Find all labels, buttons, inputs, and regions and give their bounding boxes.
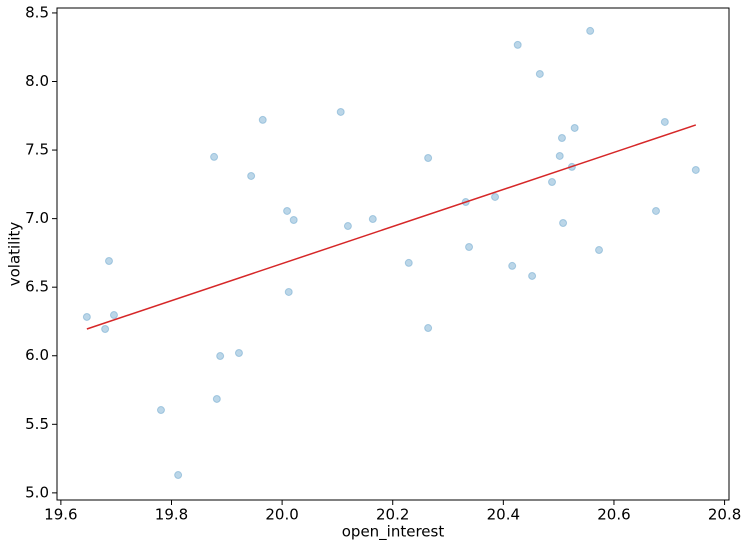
point bbox=[491, 192, 500, 201]
point bbox=[258, 115, 267, 124]
point bbox=[528, 271, 537, 280]
point bbox=[535, 69, 544, 78]
y-tick-label: 7.0 bbox=[25, 209, 49, 227]
point bbox=[336, 107, 345, 116]
point bbox=[156, 406, 165, 415]
point bbox=[424, 154, 433, 163]
point bbox=[651, 206, 660, 215]
point bbox=[212, 394, 221, 403]
point bbox=[216, 352, 225, 361]
point bbox=[465, 243, 474, 252]
x-tick-label: 19.6 bbox=[44, 506, 77, 524]
regression-line bbox=[86, 124, 697, 330]
point bbox=[424, 324, 433, 333]
plot-frame bbox=[56, 7, 730, 501]
point bbox=[289, 215, 298, 224]
point bbox=[210, 152, 219, 161]
y-tick-label: 6.0 bbox=[25, 346, 49, 364]
point bbox=[508, 261, 517, 270]
point bbox=[595, 246, 604, 255]
point bbox=[284, 287, 293, 296]
x-tick-label: 20.6 bbox=[597, 506, 630, 524]
point bbox=[104, 256, 113, 265]
point bbox=[283, 206, 292, 215]
y-tick-label: 8.5 bbox=[25, 3, 49, 21]
point bbox=[234, 349, 243, 358]
y-tick-label: 7.5 bbox=[25, 141, 49, 159]
point bbox=[555, 151, 564, 160]
x-tick-label: 20.2 bbox=[376, 506, 409, 524]
x-tick-label: 20.0 bbox=[265, 506, 298, 524]
x-tick-label: 20.8 bbox=[708, 506, 741, 524]
point bbox=[586, 26, 595, 35]
point bbox=[343, 222, 352, 231]
point bbox=[101, 325, 110, 334]
point bbox=[660, 117, 669, 126]
x-tick-label: 20.4 bbox=[487, 506, 520, 524]
point bbox=[548, 178, 557, 187]
point bbox=[368, 215, 377, 224]
point bbox=[174, 471, 183, 480]
point bbox=[513, 40, 522, 49]
point bbox=[404, 258, 413, 267]
y-tick-label: 6.5 bbox=[25, 278, 49, 296]
point bbox=[247, 171, 256, 180]
x-axis-label: open_interest bbox=[342, 523, 445, 542]
y-axis-label: volatility bbox=[6, 222, 24, 287]
point bbox=[557, 133, 566, 142]
y-tick-label: 5.5 bbox=[25, 415, 49, 433]
point bbox=[109, 311, 118, 320]
point bbox=[82, 312, 91, 321]
point bbox=[691, 165, 700, 174]
x-tick-label: 19.8 bbox=[155, 506, 188, 524]
point bbox=[559, 219, 568, 228]
y-tick-label: 8.0 bbox=[25, 72, 49, 90]
y-tick-label: 5.0 bbox=[25, 483, 49, 501]
point bbox=[570, 123, 579, 132]
